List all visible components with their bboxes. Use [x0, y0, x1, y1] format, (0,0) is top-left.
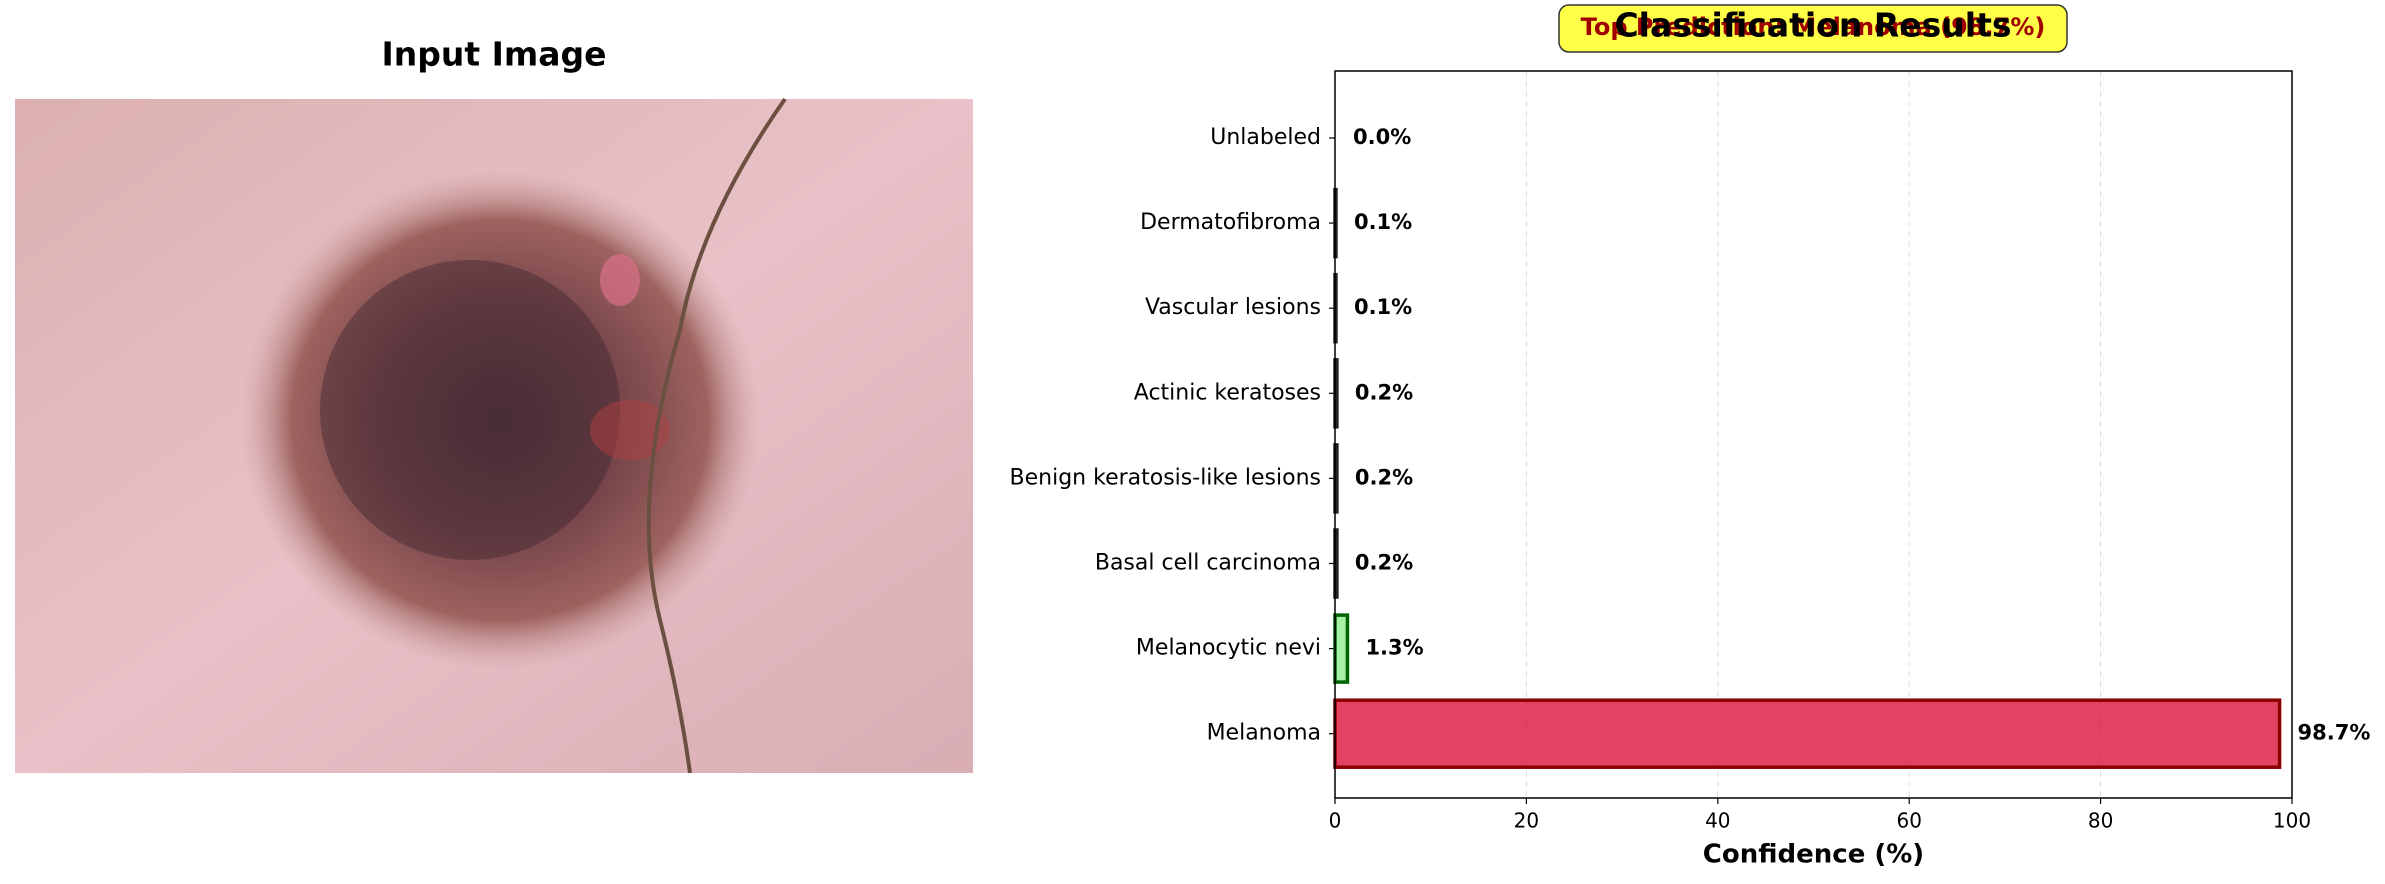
y-tick-label: Vascular lesions [1145, 295, 1321, 320]
x-tick-label: 40 [1705, 809, 1730, 833]
y-tick-label: Unlabeled [1210, 125, 1321, 150]
x-tick-label: 100 [2273, 809, 2311, 833]
x-axis-label: Confidence (%) [1703, 840, 1924, 870]
input-image [15, 97, 973, 774]
value-label: 0.2% [1355, 551, 1413, 575]
bar [1333, 698, 2282, 769]
y-tick-label: Actinic keratoses [1134, 380, 1321, 405]
y-tick-label: Basal cell carcinoma [1095, 551, 1321, 576]
y-tick-label: Melanocytic nevi [1136, 636, 1321, 661]
x-tick-label: 80 [2088, 809, 2113, 833]
axes-frame [1334, 70, 2293, 799]
bar [1333, 613, 1350, 684]
annotation-box [1558, 4, 2068, 53]
x-tick-label: 20 [1514, 809, 1539, 833]
chart-title: Classification Results [1614, 6, 2011, 45]
value-label: 0.2% [1355, 465, 1413, 489]
y-tick-label: Melanoma [1207, 721, 1321, 746]
value-label: 0.1% [1354, 295, 1412, 319]
image-title: Input Image [381, 35, 606, 74]
value-label: 0.0% [1353, 125, 1411, 149]
y-tick-label: Dermatofibroma [1140, 210, 1321, 235]
value-label: 98.7% [2298, 721, 2371, 745]
value-label: 0.2% [1355, 380, 1413, 404]
value-label: 0.1% [1354, 210, 1412, 234]
value-label: 1.3% [1365, 636, 1423, 660]
chart: 0 20 40 60 80 100 Unlabeled 0.0% Dermatofibroma 0… [1010, 4, 2371, 870]
annotation: Top Prediction: Melanoma (98.7%) [1581, 13, 2046, 41]
x-tick-label: 0 [1329, 809, 1342, 833]
x-tick-label: 60 [1896, 809, 1921, 833]
y-tick-label: Benign keratosis-like lesions [1010, 465, 1321, 490]
